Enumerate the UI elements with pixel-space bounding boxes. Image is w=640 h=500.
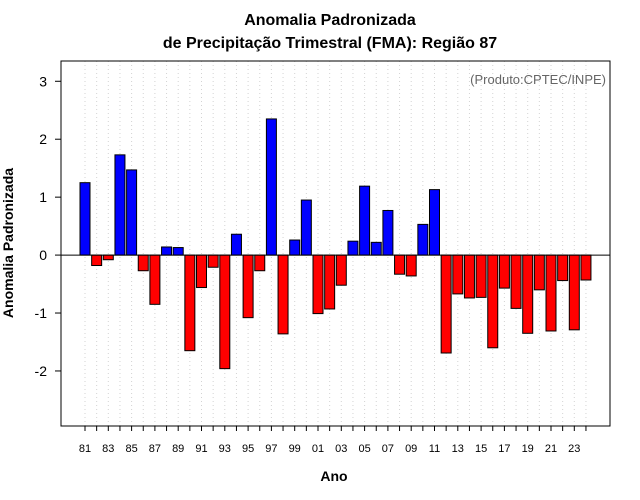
x-tick-label: 91 <box>195 443 207 455</box>
x-tick-label: 89 <box>172 443 184 455</box>
bar-1988 <box>161 246 173 256</box>
y-tick-label: -1 <box>35 305 48 321</box>
bar-1987 <box>149 254 161 305</box>
bar-1981 <box>79 182 91 256</box>
bar-2008 <box>394 254 406 275</box>
bar-1992 <box>207 254 219 268</box>
y-axis: -2 -1 0 1 2 3 <box>35 73 61 379</box>
bar-1984 <box>114 154 126 256</box>
x-tick-label: 99 <box>289 443 301 455</box>
bar-1983 <box>102 254 114 261</box>
bar-2023 <box>568 254 580 331</box>
bar-2007 <box>382 209 394 256</box>
x-tick-label: 19 <box>522 443 534 455</box>
x-tick-label: 23 <box>568 443 580 455</box>
bar-1991 <box>196 254 207 289</box>
y-axis-title: Anomalia Padronizada <box>0 168 16 318</box>
bar-2001 <box>312 254 324 315</box>
bars <box>79 118 592 370</box>
x-tick-label: 93 <box>219 443 231 455</box>
bar-2021 <box>545 254 557 332</box>
bar-2017 <box>498 254 510 289</box>
x-tick-label: 17 <box>498 443 510 455</box>
x-tick-label: 07 <box>382 443 394 455</box>
bar-2018 <box>510 254 522 309</box>
credit-annotation: (Produto:CPTEC/INPE) <box>470 72 606 87</box>
grid-lines <box>84 61 587 426</box>
bar-1982 <box>91 254 103 267</box>
bar-1989 <box>172 247 184 256</box>
bar-2003 <box>335 254 347 286</box>
y-tick-label: 1 <box>39 189 47 205</box>
x-axis: 81 83 85 87 89 91 93 95 97 99 01 03 05 07 09 11 13 15 17 19… <box>79 426 587 455</box>
bar-2024 <box>580 254 592 281</box>
bar-2009 <box>405 254 417 277</box>
bar-2010 <box>417 223 429 256</box>
bar-2006 <box>370 241 382 256</box>
bar-2015 <box>475 254 487 298</box>
bar-2011 <box>429 189 440 256</box>
y-tick-label: -2 <box>35 363 48 379</box>
bar-1997 <box>265 118 277 256</box>
bar-2005 <box>359 185 371 256</box>
x-tick-label: 83 <box>102 443 114 455</box>
bar-2013 <box>452 254 464 295</box>
bar-2002 <box>324 254 336 310</box>
x-axis-title: Ano <box>320 468 347 484</box>
bar-1993 <box>219 254 231 370</box>
bar-1998 <box>277 254 289 335</box>
x-tick-label: 09 <box>405 443 417 455</box>
bar-1986 <box>137 254 149 272</box>
x-tick-label: 87 <box>149 443 161 455</box>
bar-1985 <box>126 169 138 256</box>
x-tick-label: 01 <box>312 443 324 455</box>
bar-1999 <box>289 239 301 256</box>
x-tick-label: 85 <box>125 443 137 455</box>
bar-2019 <box>522 254 534 334</box>
x-tick-label: 03 <box>335 443 347 455</box>
bar-2022 <box>557 254 569 282</box>
x-tick-label: 13 <box>452 443 464 455</box>
x-tick-label: 05 <box>358 443 370 455</box>
bar-2012 <box>440 254 452 354</box>
plot-frame <box>60 60 611 427</box>
bar-2020 <box>533 254 545 291</box>
y-tick-label: 3 <box>39 73 47 89</box>
bar-1990 <box>184 254 196 352</box>
bar-2004 <box>347 240 359 256</box>
x-tick-label: 95 <box>242 443 254 455</box>
bar-2016 <box>487 254 499 349</box>
x-tick-label: 81 <box>79 443 91 455</box>
bar-2014 <box>463 254 475 299</box>
y-tick-label: 0 <box>39 247 47 263</box>
chart-title: Anomalia Padronizada <box>244 12 416 29</box>
bar-2000 <box>300 199 312 256</box>
x-tick-label: 21 <box>545 443 557 455</box>
y-tick-label: 2 <box>39 131 47 147</box>
bar-1995 <box>242 254 254 319</box>
chart-subtitle: de Precipitação Trimestral (FMA): Região… <box>163 35 497 52</box>
x-tick-label: 97 <box>265 443 277 455</box>
bar-1996 <box>254 254 266 272</box>
x-tick-label: 15 <box>475 443 487 455</box>
bar-1994 <box>230 233 242 256</box>
x-tick-label: 11 <box>429 443 440 455</box>
